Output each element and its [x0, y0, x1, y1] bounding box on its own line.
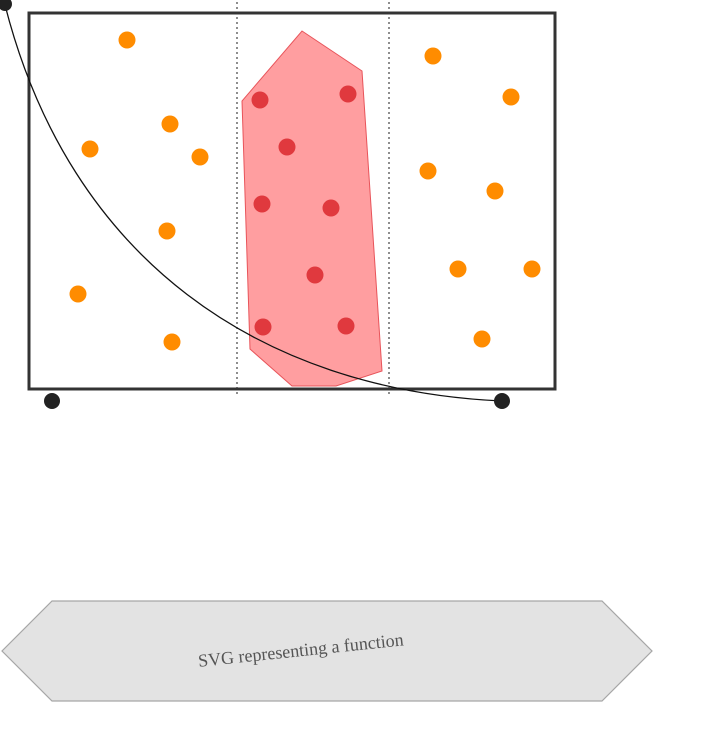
- left-point: [81, 140, 99, 158]
- right-point: [449, 260, 467, 278]
- caption-banner: [1, 600, 653, 702]
- right-point: [419, 162, 437, 180]
- region-point: [254, 318, 272, 336]
- right-point: [473, 330, 491, 348]
- curve-start-point: [0, 0, 12, 11]
- left-point: [118, 31, 136, 49]
- left-point: [161, 115, 179, 133]
- baseline-point-left: [44, 393, 60, 409]
- region-point: [251, 91, 269, 109]
- region-point: [337, 317, 355, 335]
- region-point: [253, 195, 271, 213]
- right-point: [424, 47, 442, 65]
- region-point: [322, 199, 340, 217]
- region-point: [339, 85, 357, 103]
- left-point: [191, 148, 209, 166]
- right-point: [523, 260, 541, 278]
- region-point: [306, 266, 324, 284]
- highlighted-region: [241, 30, 383, 387]
- left-point: [163, 333, 181, 351]
- function-curve: [4, 4, 503, 402]
- left-point: [69, 285, 87, 303]
- left-point: [158, 222, 176, 240]
- curve-end-point: [494, 393, 510, 409]
- right-point: [486, 182, 504, 200]
- right-point: [502, 88, 520, 106]
- region-point: [278, 138, 296, 156]
- domain-frame: [27, 11, 557, 391]
